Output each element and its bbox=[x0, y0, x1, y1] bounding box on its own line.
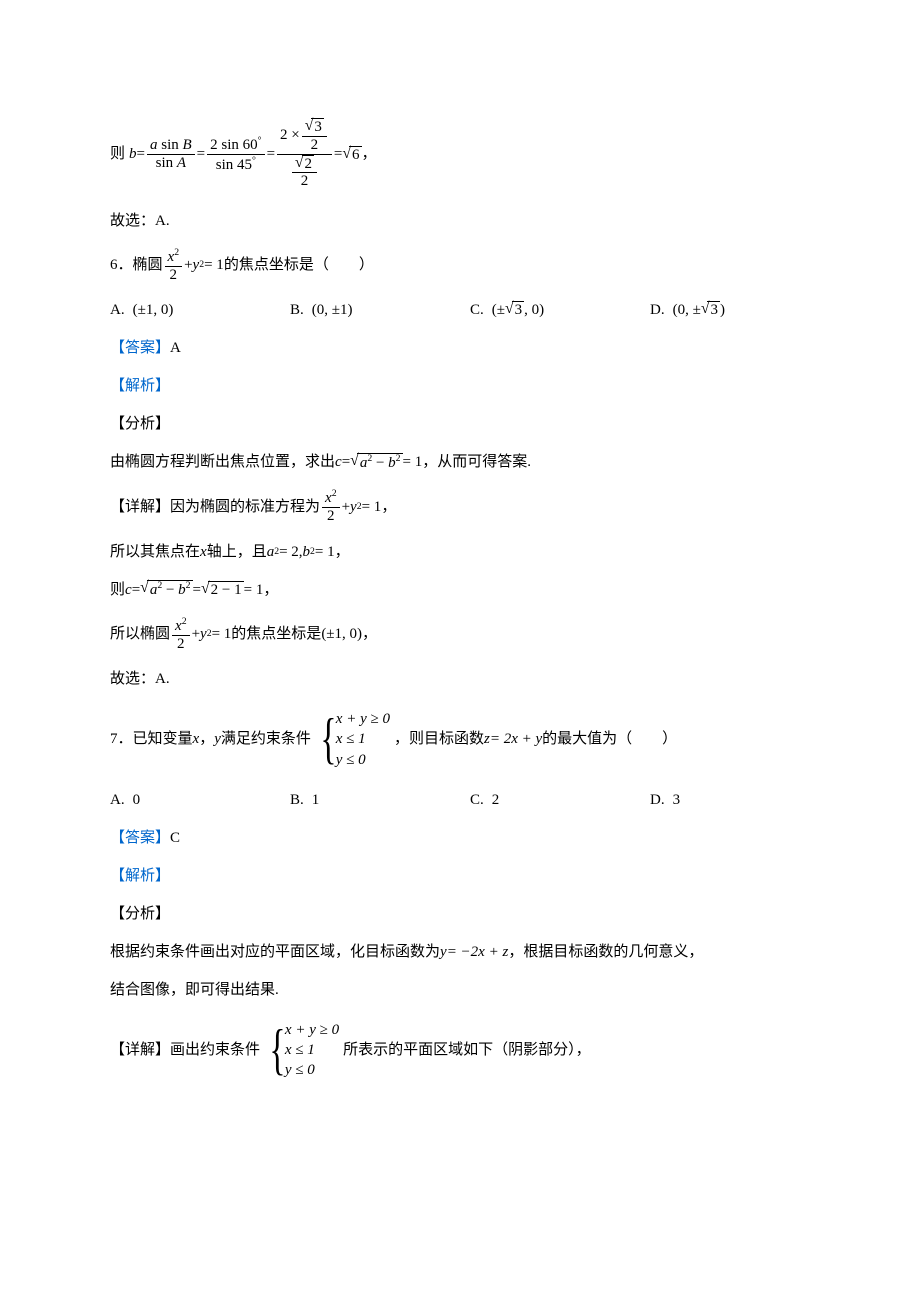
q6-conclude: 故选：A. bbox=[110, 667, 810, 691]
q7-jiexi: 【解析】 bbox=[110, 864, 810, 888]
frac-x2-2b: x2 2 bbox=[322, 488, 340, 526]
q7-fenxi-body1: 根据约束条件画出对应的平面区域，化目标函数为 y = −2x + z ，根据目标… bbox=[110, 940, 810, 964]
q5-conclude: 故选：A. bbox=[110, 209, 810, 233]
q6-stem: 6． 椭圆 x2 2 + y2 = 1 的焦点坐标是（ ） bbox=[110, 247, 810, 285]
q6-detail-3: 则 c = √a2 − b2 = √2 − 1 = 1 ， bbox=[110, 578, 810, 602]
q7-opt-c: C.2 bbox=[470, 788, 650, 812]
var-b: b bbox=[129, 142, 137, 166]
q7-opt-b: B.1 bbox=[290, 788, 470, 812]
frac-asib-sina: a sin B sin A bbox=[147, 137, 195, 173]
frac-nested: 2 × √3 2 √2 2 bbox=[277, 118, 332, 191]
q6-detail-1: 【详解】 因为椭圆的标准方程为 x2 2 + y2 = 1 ， bbox=[110, 488, 810, 526]
q7-opt-d: D.3 bbox=[650, 788, 830, 812]
q6-fenxi-label: 【分析】 bbox=[110, 412, 810, 436]
sqrt-a2-b2: √a2 − b2 bbox=[350, 453, 402, 472]
q6-opt-d: D.(0, ±√3) bbox=[650, 298, 830, 322]
sqrt6: √6 bbox=[342, 146, 361, 164]
eq4: = bbox=[334, 142, 342, 166]
brace-system2: { x + y ≥ 0 x ≤ 1 y ≤ 0 bbox=[264, 1020, 339, 1081]
q7-options: A.0 B.1 C.2 D.3 bbox=[110, 788, 810, 812]
q7-stem: 7． 已知变量 x ， y 满足约束条件 { x + y ≥ 0 x ≤ 1 y… bbox=[110, 709, 810, 770]
frac-2sin60-sin45: 2 sin 60° sin 45° bbox=[207, 135, 264, 175]
q6-opt-a: A.(±1, 0) bbox=[110, 298, 290, 322]
q6-detail-2: 所以其焦点在 x 轴上，且 a2 = 2, b2 = 1 ， bbox=[110, 540, 810, 564]
q7-fenxi-body2: 结合图像，即可得出结果. bbox=[110, 978, 810, 1002]
brace-system: { x + y ≥ 0 x ≤ 1 y ≤ 0 bbox=[315, 709, 390, 770]
q6-opt-c: C.(±√3, 0) bbox=[470, 298, 650, 322]
eq3: = bbox=[267, 142, 275, 166]
text-prefix: 则 bbox=[110, 142, 125, 166]
q6-answer: 【答案】A bbox=[110, 336, 810, 360]
q7-answer: 【答案】C bbox=[110, 826, 810, 850]
q5-calc-line: 则 b = a sin B sin A = 2 sin 60° sin 45° … bbox=[110, 118, 810, 191]
frac-x2-2: x2 2 bbox=[165, 247, 183, 285]
q7-fenxi-label: 【分析】 bbox=[110, 902, 810, 926]
q6-detail-4: 所以椭圆 x2 2 + y2 = 1 的焦点坐标是 (±1, 0) ， bbox=[110, 616, 810, 654]
q6-fenxi-body: 由椭圆方程判断出焦点位置，求出 c = √a2 − b2 = 1 ，从而可得答案… bbox=[110, 450, 810, 474]
q7-detail-1: 【详解】 画出约束条件 { x + y ≥ 0 x ≤ 1 y ≤ 0 所表示的… bbox=[110, 1020, 810, 1081]
q6-options: A.(±1, 0) B.(0, ±1) C.(±√3, 0) D.(0, ±√3… bbox=[110, 298, 810, 322]
eq2: = bbox=[197, 142, 205, 166]
comma: ， bbox=[362, 142, 377, 166]
eq1: = bbox=[137, 142, 145, 166]
q7-opt-a: A.0 bbox=[110, 788, 290, 812]
q6-opt-b: B.(0, ±1) bbox=[290, 298, 470, 322]
q6-jiexi: 【解析】 bbox=[110, 374, 810, 398]
